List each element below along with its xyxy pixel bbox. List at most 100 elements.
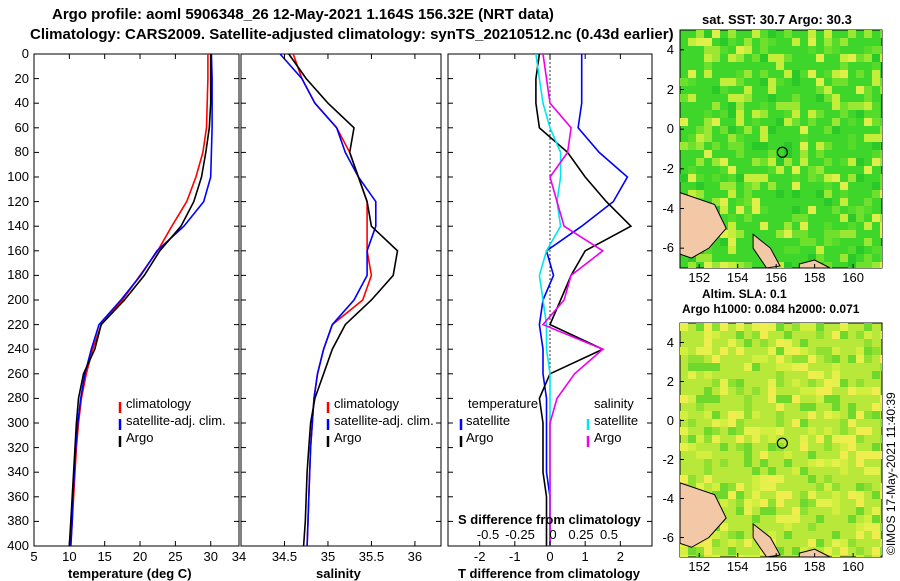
map-cell [728, 531, 736, 539]
map-cell [872, 182, 880, 190]
map-cell [816, 142, 824, 150]
map-cell [704, 451, 712, 459]
xtick-top-label-0: -0.5 [476, 527, 500, 542]
map-cell [824, 435, 832, 443]
map-cell [848, 355, 856, 363]
map-cell [736, 262, 744, 268]
sal-legend-satellite: satellite-adj. clim. [334, 413, 434, 428]
map-cell [872, 78, 880, 86]
map-cell [736, 102, 744, 110]
map-cell [880, 54, 882, 62]
map-cell [880, 150, 882, 158]
map-cell [808, 427, 816, 435]
map-cell [776, 475, 784, 483]
map-cell [856, 54, 864, 62]
map-cell [832, 403, 840, 411]
map-cell [864, 427, 872, 435]
map-cell [728, 246, 736, 254]
map-cell [696, 142, 704, 150]
map-cell [816, 110, 824, 118]
map-cell [840, 419, 848, 427]
map-cell [824, 355, 832, 363]
map-cell [832, 46, 840, 54]
land-bougainville-0 [752, 233, 781, 269]
map-cell [768, 387, 776, 395]
xtick-top-label-4: 0.5 [599, 527, 619, 542]
map-cell [840, 158, 848, 166]
map-cell [840, 539, 848, 547]
map-cell [808, 206, 816, 214]
map-cell [832, 379, 840, 387]
map-cell [840, 254, 848, 262]
map-cell [840, 435, 848, 443]
map-cell [728, 539, 736, 547]
map-cell [712, 262, 720, 268]
map-cell [744, 38, 752, 46]
map-cell [808, 30, 816, 38]
map-cell [856, 379, 864, 387]
map-cell [784, 230, 792, 238]
map-cell [760, 355, 768, 363]
map-cell [712, 142, 720, 150]
map-cell [728, 94, 736, 102]
map-cell [688, 443, 696, 451]
map-cell [824, 174, 832, 182]
map-cell [816, 78, 824, 86]
map-cell [824, 30, 832, 38]
map-cell [848, 246, 856, 254]
map-cell [792, 190, 800, 198]
map-cell [848, 435, 856, 443]
map-cell [848, 491, 856, 499]
map-cell [792, 38, 800, 46]
map-cell [688, 142, 696, 150]
map-cell [832, 491, 840, 499]
map-cell [736, 435, 744, 443]
map-cell [800, 347, 808, 355]
map-cell [760, 142, 768, 150]
map-cell [816, 459, 824, 467]
map-cell [688, 547, 696, 555]
map-cell [704, 467, 712, 475]
map-cell [760, 174, 768, 182]
map-cell [784, 331, 792, 339]
map-cell [824, 86, 832, 94]
map-cell [688, 435, 696, 443]
map-cell [808, 523, 816, 531]
map-cell [880, 491, 882, 499]
map-cell [768, 38, 776, 46]
map-cell [872, 262, 880, 268]
map-cell [800, 134, 808, 142]
map-cell [752, 411, 760, 419]
map-cell [880, 355, 882, 363]
map-cell [728, 110, 736, 118]
map-cell [824, 158, 832, 166]
map-cell [760, 134, 768, 142]
map-cell [880, 363, 882, 371]
map-cell [752, 142, 760, 150]
map-cell [792, 347, 800, 355]
map-cell [840, 451, 848, 459]
map-cell [792, 94, 800, 102]
map-cell [776, 347, 784, 355]
xtick-label-0-4: 25 [168, 549, 183, 564]
map-cell [776, 547, 784, 555]
map-cell [776, 54, 784, 62]
map-cell [760, 54, 768, 62]
map-cell [736, 507, 744, 515]
map-cell [696, 483, 704, 491]
map-cell [864, 46, 872, 54]
map-cell [736, 347, 744, 355]
difference-top-xlabel: S difference from climatology [458, 512, 641, 527]
map-cell [848, 30, 856, 38]
map-cell [760, 206, 768, 214]
map-cell [864, 118, 872, 126]
map-cell [744, 190, 752, 198]
map-cell [760, 46, 768, 54]
map-cell [800, 435, 808, 443]
map-cell [880, 46, 882, 54]
map-cell [776, 190, 784, 198]
map-cell [752, 483, 760, 491]
ytick-label-0: 0 [21, 46, 29, 61]
map-cell [824, 230, 832, 238]
map-cell [824, 475, 832, 483]
